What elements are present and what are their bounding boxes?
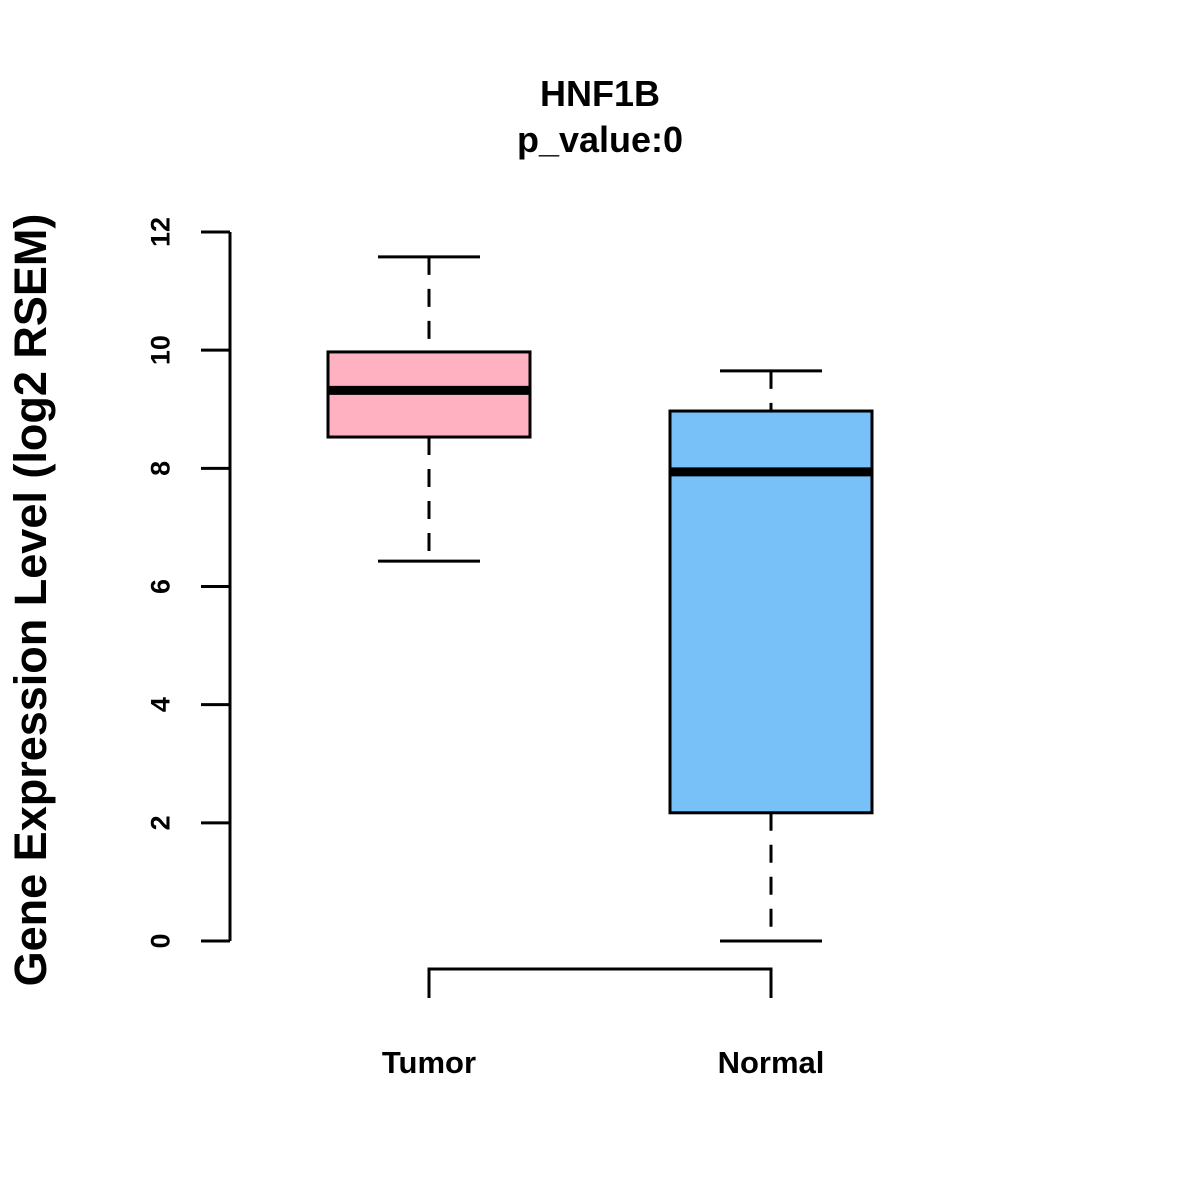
category-label-tumor: Tumor (382, 1045, 476, 1080)
y-tick-label: 0 (145, 933, 175, 948)
chart-subtitle: p_value:0 (517, 119, 683, 160)
y-tick-label: 10 (145, 335, 175, 365)
bracket-line (427, 967, 773, 998)
y-tick-label: 2 (145, 815, 175, 830)
box-normal (668, 369, 874, 943)
comparison-bracket (427, 967, 773, 998)
iqr-box (668, 409, 874, 815)
box-group (326, 255, 874, 943)
y-axis-label: Gene Expression Level (log2 RSEM) (5, 214, 56, 987)
category-label-normal: Normal (718, 1045, 825, 1080)
y-tick-label: 4 (145, 697, 175, 712)
chart-title: HNF1B (540, 73, 660, 114)
y-tick-label: 6 (145, 579, 175, 594)
y-axis: 0 2 4 6 8 10 12 (145, 217, 232, 949)
y-tick-label: 12 (145, 217, 175, 247)
category-labels: Tumor Normal (382, 1045, 824, 1080)
box-tumor (326, 255, 532, 563)
y-tick-label: 8 (145, 461, 175, 476)
